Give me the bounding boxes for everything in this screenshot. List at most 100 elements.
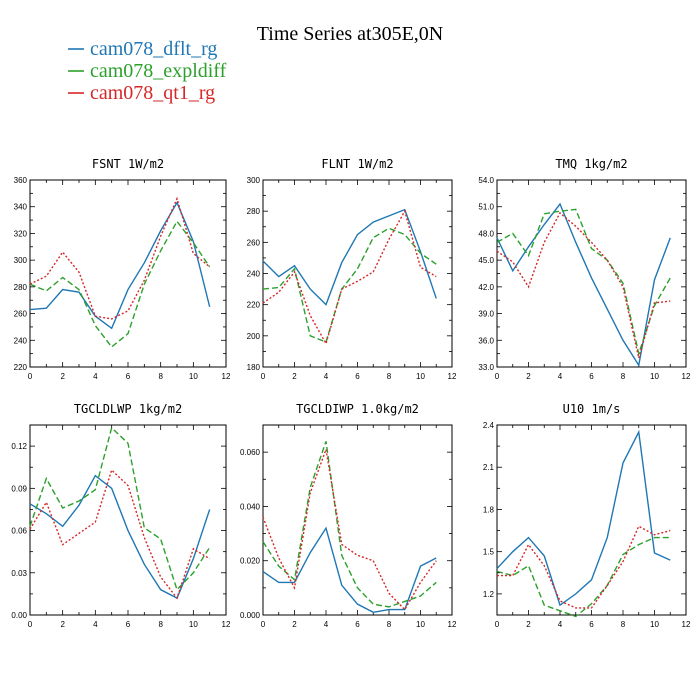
y-tick-label: 54.0 xyxy=(478,176,494,185)
series-line-cam078-qt1-rg xyxy=(262,209,437,346)
y-tick-label: 0.06 xyxy=(11,527,27,536)
x-tick-label: 12 xyxy=(682,372,691,381)
series-line-cam078-expldiff xyxy=(496,208,671,357)
x-tick-label: 6 xyxy=(126,620,131,629)
x-tick-label: 8 xyxy=(387,620,392,629)
x-tick-label: 4 xyxy=(558,372,563,381)
series-line-cam078-dflt-rg xyxy=(262,526,437,614)
x-tick-label: 12 xyxy=(222,372,231,381)
x-tick-label: 10 xyxy=(189,620,198,629)
y-tick-label: 280 xyxy=(247,207,261,216)
y-tick-label: 340 xyxy=(14,203,28,212)
x-tick-label: 12 xyxy=(222,620,231,629)
y-tick-label: 240 xyxy=(14,336,28,345)
x-tick-label: 0 xyxy=(28,372,33,381)
x-tick-label: 0 xyxy=(495,620,500,629)
chart-panel: FSNT 1W/m2 0 2 4 6 8 10 12 220 240 260 280 300 320 340… xyxy=(14,157,231,381)
legend: cam078_dflt_rgcam078_expldiffcam078_qt1_… xyxy=(68,38,227,104)
legend-label: cam078_dflt_rg xyxy=(90,38,217,60)
legend-label: cam078_qt1_rg xyxy=(90,82,215,104)
figure-title: Time Series at305E,0N xyxy=(257,23,443,45)
x-tick-label: 4 xyxy=(558,620,563,629)
y-tick-label: 0.03 xyxy=(11,569,27,578)
y-tick-label: 300 xyxy=(247,176,261,185)
x-tick-label: 8 xyxy=(158,620,163,629)
x-tick-label: 6 xyxy=(355,372,360,381)
x-tick-label: 10 xyxy=(189,372,198,381)
x-tick-label: 4 xyxy=(324,372,329,381)
y-tick-label: 2.4 xyxy=(483,421,495,430)
x-tick-label: 12 xyxy=(448,620,457,629)
y-tick-label: 36.0 xyxy=(478,336,494,345)
x-tick-label: 2 xyxy=(292,620,297,629)
series-line-cam078-qt1-rg xyxy=(29,468,211,600)
y-tick-label: 51.0 xyxy=(478,203,494,212)
chart-panel: FLNT 1W/m2 0 2 4 6 8 10 12 180 200 220 240 260 280 300 xyxy=(247,157,457,381)
x-tick-label: 0 xyxy=(28,620,33,629)
y-tick-label: 0.00 xyxy=(11,611,27,620)
y-tick-label: 45.0 xyxy=(478,256,494,265)
series-line-cam078-expldiff xyxy=(262,227,437,344)
y-tick-label: 260 xyxy=(14,310,28,319)
y-tick-label: 180 xyxy=(247,363,261,372)
y-tick-label: 360 xyxy=(14,176,28,185)
y-tick-label: 0.000 xyxy=(240,611,261,620)
x-tick-label: 4 xyxy=(93,372,98,381)
x-tick-label: 4 xyxy=(324,620,329,629)
y-tick-label: 280 xyxy=(14,283,28,292)
series-line-cam078-qt1-rg xyxy=(496,211,671,359)
y-tick-label: 0.060 xyxy=(240,448,261,457)
chart-panel: TGCLDLWP 1kg/m2 0 2 4 6 8 10 12 0.00 0.03 0.06 0.09… xyxy=(11,402,231,629)
plot-frame xyxy=(29,424,227,616)
x-tick-label: 4 xyxy=(93,620,98,629)
series-line-cam078-dflt-rg xyxy=(262,208,437,306)
panel-title: FSNT 1W/m2 xyxy=(92,157,164,171)
x-tick-label: 8 xyxy=(621,620,626,629)
chart-panels: FSNT 1W/m20 2 4 6 8 10 12220240260280300320340… xyxy=(11,157,691,629)
x-tick-label: 6 xyxy=(126,372,131,381)
x-tick-label: 2 xyxy=(60,372,65,381)
x-tick-label: 12 xyxy=(682,620,691,629)
plot-frame xyxy=(262,179,453,368)
x-tick-label: 10 xyxy=(650,372,659,381)
y-tick-label: 39.0 xyxy=(478,310,494,319)
y-tick-label: 1.8 xyxy=(483,505,495,514)
y-tick-label: 1.5 xyxy=(483,548,495,557)
x-tick-label: 6 xyxy=(355,620,360,629)
x-tick-label: 10 xyxy=(650,620,659,629)
x-tick-label: 12 xyxy=(448,372,457,381)
y-tick-label: 220 xyxy=(247,301,261,310)
x-tick-label: 10 xyxy=(416,620,425,629)
x-tick-label: 2 xyxy=(526,620,531,629)
y-tick-label: 42.0 xyxy=(478,283,494,292)
series-line-cam078-expldiff xyxy=(262,441,437,608)
series-line-cam078-qt1-rg xyxy=(262,446,437,611)
chart-panel: U10 1m/s 0 2 4 6 8 10 12 1.2 1.5 1.8 2.1 2.4 xyxy=(483,402,691,629)
y-tick-label: 2.1 xyxy=(483,463,495,472)
series-line-cam078-expldiff xyxy=(29,220,211,348)
x-tick-label: 8 xyxy=(621,372,626,381)
x-tick-label: 8 xyxy=(387,372,392,381)
y-tick-label: 1.2 xyxy=(483,590,495,599)
x-tick-label: 0 xyxy=(261,620,266,629)
series-line-cam078-expldiff xyxy=(29,426,211,591)
x-tick-label: 0 xyxy=(495,372,500,381)
panel-title: U10 1m/s xyxy=(563,402,621,416)
chart-panel: TMQ 1kg/m2 0 2 4 6 8 10 12 33.0 36.0 39.0 42.0 45.0 4… xyxy=(478,157,691,381)
series-line-cam078-dflt-rg xyxy=(29,201,211,330)
x-tick-label: 10 xyxy=(416,372,425,381)
y-tick-label: 240 xyxy=(247,270,261,279)
series-line-cam078-qt1-rg xyxy=(497,525,671,609)
y-tick-label: 0.12 xyxy=(11,442,27,451)
x-tick-label: 2 xyxy=(526,372,531,381)
panel-title: FLNT 1W/m2 xyxy=(321,157,393,171)
legend-label: cam078_expldiff xyxy=(90,60,227,82)
y-tick-label: 33.0 xyxy=(478,363,494,372)
panel-title: TGCLDLWP 1kg/m2 xyxy=(74,402,182,416)
y-tick-label: 260 xyxy=(247,238,261,247)
series-line-cam078-expldiff xyxy=(496,536,671,618)
plot-frame xyxy=(29,179,227,368)
y-tick-label: 48.0 xyxy=(478,229,494,238)
y-tick-label: 300 xyxy=(14,256,28,265)
